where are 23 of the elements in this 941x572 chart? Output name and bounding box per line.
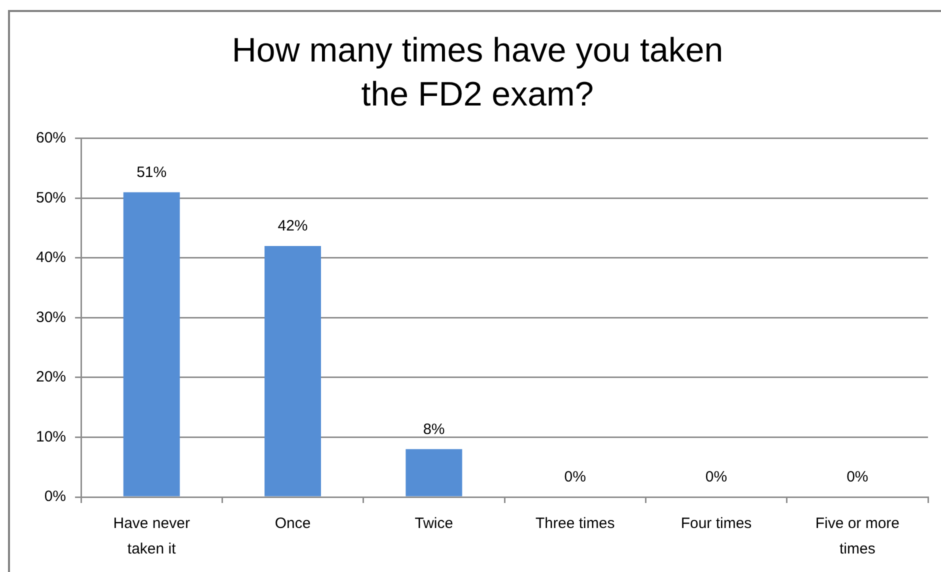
x-tick-label: Once [274,514,311,532]
bar [406,449,462,496]
data-label: 0% [564,468,586,486]
y-tick-label: 0% [44,488,66,506]
bar [123,192,180,496]
x-tick-label: Twice [414,514,454,532]
data-label: 42% [278,218,308,235]
data-label: 0% [846,468,868,486]
x-tick-label: Four times [680,514,752,532]
y-tick-label: 60% [36,130,66,147]
y-tick-label: 10% [36,428,66,446]
data-label: 51% [136,164,167,181]
bar [264,246,321,496]
x-tick-label: Three times [535,514,615,532]
data-label: 0% [705,468,728,486]
chart-title: How many times have you taken the FD2 exam? [232,31,724,114]
data-label: 8% [423,420,445,438]
x-tick-label: Five or more times [815,514,900,558]
y-tick-label: 20% [36,368,66,386]
x-tick-label: Have never taken it [113,514,190,558]
y-tick-label: 50% [36,189,66,206]
y-tick-label: 40% [36,249,66,266]
y-tick-label: 30% [36,308,66,326]
